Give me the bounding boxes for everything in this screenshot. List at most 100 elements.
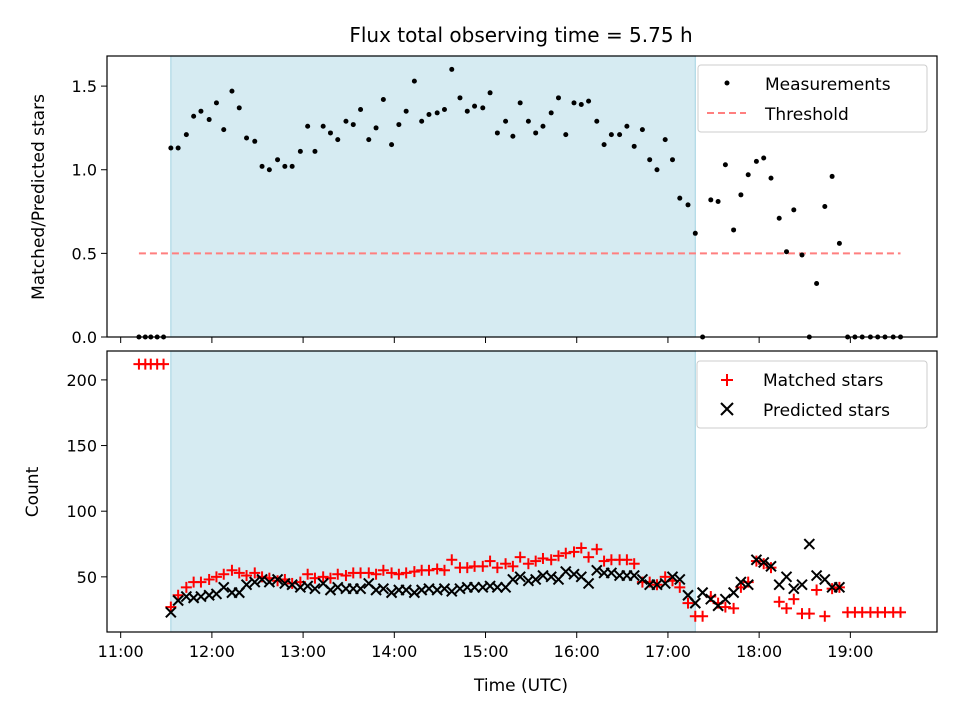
measurement-point — [175, 145, 181, 151]
matched-star-point — [241, 570, 253, 582]
legend-measurements-marker — [724, 80, 730, 86]
measurement-point — [731, 227, 737, 233]
measurement-point — [639, 127, 645, 133]
predicted-star-point — [780, 571, 793, 583]
matched-star-point — [317, 571, 329, 583]
measurement-point — [517, 100, 523, 106]
predicted-star-point — [810, 569, 823, 582]
predicted-star-point — [750, 554, 763, 566]
matched-star-point — [500, 558, 512, 570]
matched-star-point — [461, 562, 473, 574]
matched-star-point — [773, 596, 785, 608]
predicted-star-point — [286, 579, 298, 591]
predicted-star-point — [757, 556, 770, 569]
predicted-star-point — [438, 582, 451, 595]
predicted-star-point — [605, 567, 618, 579]
count-y-axis-label: Count — [23, 466, 43, 517]
measurement-point — [608, 132, 614, 138]
predicted-star-point — [765, 560, 777, 573]
measurement-point — [654, 167, 660, 173]
matched-star-point — [180, 581, 192, 593]
matched-star-point — [674, 581, 686, 593]
measurement-point — [480, 105, 486, 111]
matched-star-point — [659, 571, 671, 583]
count-panel: 50 100 150 200 11:00 12:00 13:00 14:00 15:00 16:0… — [23, 350, 938, 696]
count-legend-box — [696, 360, 928, 429]
matched-star-point — [697, 610, 709, 622]
matched-star-point — [446, 554, 458, 566]
measurement-point — [822, 204, 828, 210]
matched-star-point — [386, 567, 398, 579]
predicted-star-point — [582, 577, 595, 590]
measurement-point — [297, 148, 303, 154]
predicted-star-point — [514, 571, 526, 583]
chart-title: Flux total observing time = 5.75 h — [349, 23, 692, 47]
predicted-star-point — [263, 576, 276, 588]
x-axis-label: Time (UTC) — [473, 676, 568, 696]
matched-star-point — [400, 567, 412, 579]
measurement-point — [213, 100, 219, 106]
measurement-point — [669, 157, 675, 163]
measurement-point — [236, 105, 242, 111]
predicted-star-point — [591, 564, 603, 576]
measurement-point — [358, 107, 364, 113]
measurement-point — [464, 108, 470, 114]
measurement-point — [814, 280, 820, 286]
measurement-point — [312, 148, 318, 154]
count-x-tick-label: 14:00 — [371, 642, 417, 661]
matched-star-point — [575, 542, 587, 554]
matched-star-point — [598, 555, 610, 567]
measurement-point — [799, 252, 805, 258]
measurement-point — [594, 118, 600, 124]
ratio-panel-frame — [106, 55, 938, 338]
matched-star-point — [537, 552, 549, 564]
matched-star-point — [552, 550, 564, 562]
predicted-star-point — [491, 581, 504, 594]
predicted-star-point — [788, 582, 800, 595]
measurement-point — [761, 155, 767, 161]
ratio-observing-window — [170, 55, 696, 338]
measurement-point — [275, 157, 281, 163]
predicted-star-point — [408, 586, 421, 599]
matched-star-point — [560, 547, 572, 559]
measurement-point — [494, 130, 500, 136]
matched-star-point — [728, 602, 740, 614]
matched-star-point — [522, 558, 534, 570]
measurement-point — [487, 90, 493, 96]
predicted-star-point — [696, 586, 709, 599]
count-panel-frame — [106, 350, 938, 633]
predicted-star-point — [545, 571, 557, 583]
count-y-tick-label: 100 — [66, 502, 97, 521]
matched-star-point — [719, 601, 731, 613]
measurement-point — [380, 96, 386, 102]
predicted-star-point — [468, 581, 481, 594]
legend-matched-label: Matched stars — [763, 371, 883, 391]
predicted-star-point — [628, 569, 640, 582]
matched-star-point — [195, 576, 207, 588]
matched-star-point — [530, 555, 542, 567]
matched-star-point — [158, 358, 170, 370]
count-y-tick-label: 150 — [66, 437, 97, 456]
predicted-star-point — [719, 593, 732, 605]
count-y-tick-label: 200 — [66, 371, 97, 390]
measurement-point — [624, 123, 630, 129]
legend-predicted-label: Predicted stars — [763, 401, 890, 421]
measurement-point — [708, 197, 714, 203]
count-x-tick-label: 13:00 — [280, 642, 326, 661]
predicted-star-point — [218, 581, 230, 594]
matched-star-point — [438, 564, 450, 576]
predicted-star-point — [309, 582, 321, 595]
matched-star-point — [172, 589, 184, 601]
legend-predicted-marker — [720, 402, 734, 416]
matched-star-point — [332, 568, 344, 580]
measurement-point — [722, 162, 728, 168]
predicted-star-point — [803, 538, 816, 550]
measurement-point — [791, 207, 797, 213]
measurement-point — [525, 118, 531, 124]
matched-star-point — [507, 560, 519, 572]
measurement-point — [555, 95, 561, 101]
measurement-point — [836, 240, 842, 246]
predicted-star-point — [796, 579, 808, 591]
matched-star-point — [203, 573, 215, 585]
